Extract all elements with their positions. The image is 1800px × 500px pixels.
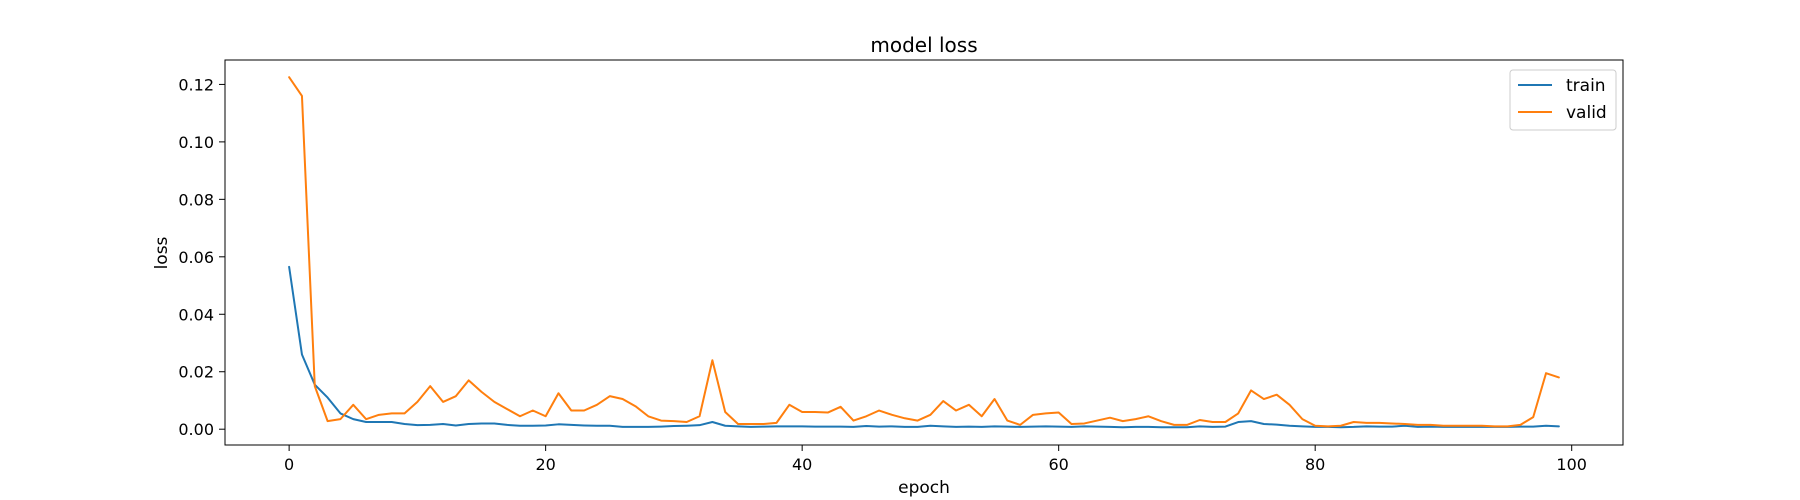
- chart-title: model loss: [870, 33, 977, 57]
- y-tick-label: 0.12: [178, 75, 214, 94]
- legend-label-valid: valid: [1566, 103, 1607, 123]
- x-tick-label: 0: [284, 455, 294, 474]
- series-line-train: [288, 265, 1560, 429]
- x-axis: 0 20 40 60 80 100: [284, 445, 1587, 474]
- x-tick-label: 60: [1048, 455, 1068, 474]
- x-tick-label: 100: [1556, 455, 1587, 474]
- legend-label-train: train: [1566, 76, 1606, 96]
- legend: train valid: [1509, 69, 1617, 131]
- series-lines: [288, 76, 1560, 429]
- series-line-valid: [288, 76, 1560, 428]
- y-tick-label: 0.00: [178, 420, 214, 439]
- x-tick-label: 40: [792, 455, 812, 474]
- y-tick-label: 0.08: [178, 190, 214, 209]
- y-axis-label: loss: [152, 236, 172, 269]
- y-tick-label: 0.06: [178, 248, 214, 267]
- y-tick-label: 0.02: [178, 363, 214, 382]
- y-axis: 0.00 0.02 0.04 0.06 0.08 0.10 0.12: [178, 75, 225, 439]
- plot-frame: [224, 59, 1624, 446]
- y-tick-label: 0.10: [178, 133, 214, 152]
- x-axis-label: epoch: [898, 478, 950, 498]
- y-tick-label: 0.04: [178, 305, 214, 324]
- x-tick-label: 80: [1305, 455, 1325, 474]
- x-tick-label: 20: [535, 455, 555, 474]
